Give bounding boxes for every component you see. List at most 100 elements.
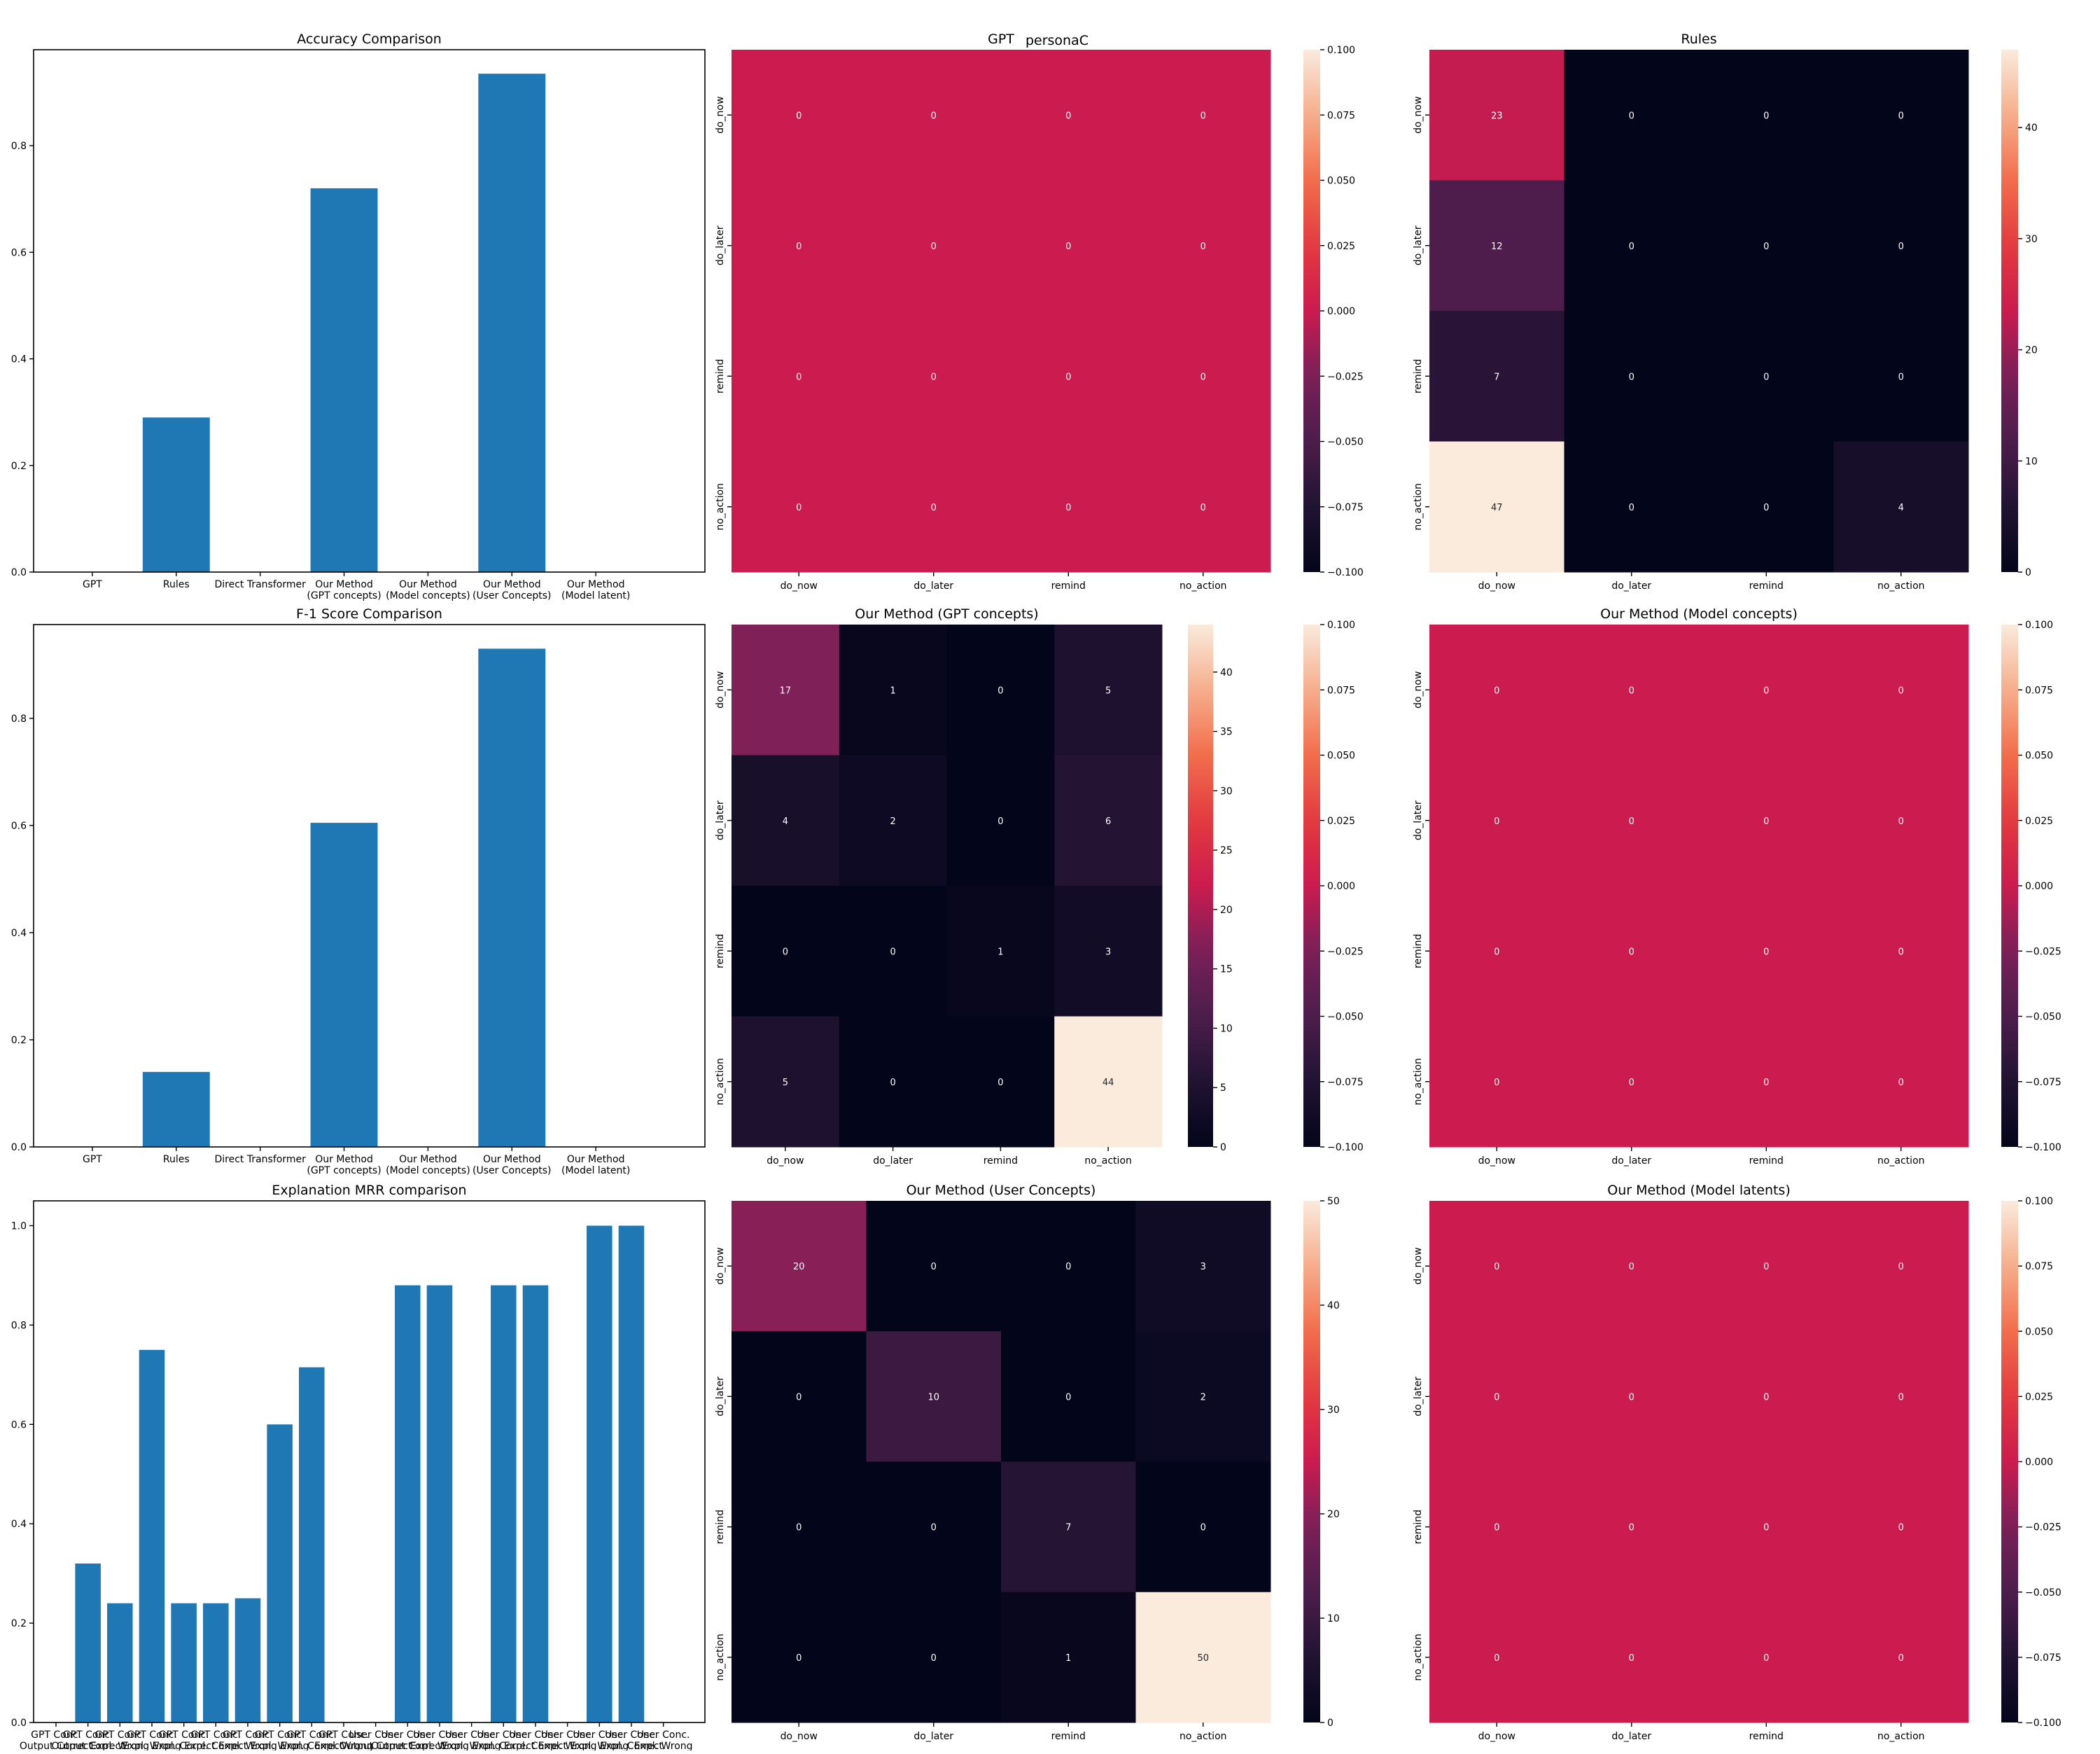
heatmap-cell [1429, 50, 1564, 181]
heatmap-cell [839, 755, 947, 886]
cell-value: 0 [890, 1078, 895, 1088]
x-tick-label: GPT [83, 579, 102, 590]
chart-acc: 0.0 0.2 0.4 0.6 0.8 GPT Rules Direct Transforme… [11, 32, 706, 601]
colorbar-tick-label: 0.100 [2025, 620, 2053, 631]
colorbar-tick-label: 0.000 [1327, 881, 1355, 892]
cell-value: 0 [997, 816, 1003, 827]
bar [75, 1563, 101, 1722]
y-tick-label: do_later [715, 225, 726, 265]
cell-value: 0 [1629, 1653, 1634, 1664]
x-tick-label: Our Method (Model concepts) [386, 579, 470, 601]
bar [107, 1603, 133, 1722]
heatmap-cell [732, 1201, 867, 1332]
bar [142, 417, 210, 572]
x-tick-label: do_now [1478, 580, 1516, 592]
x-tick-label: GPT Conc. Output Correct [20, 1729, 93, 1750]
cell-value: 0 [1629, 1523, 1634, 1533]
cell-value: 0 [1763, 1523, 1769, 1533]
heatmap-cell [1429, 1592, 1564, 1723]
x-tick-label: GPT Conc. Expl. Wrong [122, 1729, 181, 1750]
heatmap-cell [1054, 1016, 1163, 1148]
cell-value: 0 [1629, 372, 1634, 382]
y-tick-label: 0.0 [11, 567, 27, 578]
x-tick-label: User Conc. Expl. Correct [504, 1729, 567, 1750]
heatmap-cell [1564, 180, 1700, 312]
cell-value: 0 [796, 372, 802, 382]
x-tick-label: no_action [1084, 1155, 1132, 1167]
colorbar-tick-label: −0.025 [2025, 1522, 2062, 1533]
heatmap-cell [1001, 441, 1136, 573]
heatmap-cell [1699, 50, 1834, 181]
colorbar-tick-label: −0.075 [2025, 1077, 2062, 1088]
x-tick-label: do_later [913, 1731, 953, 1742]
cell-value: 7 [1494, 372, 1499, 382]
colorbar-tick-label: 0 [1327, 1718, 1334, 1729]
heatmap-cell [1564, 1201, 1700, 1332]
x-tick-label: GPT Conc. Expl. Wrong [218, 1729, 277, 1750]
cell-value: 23 [1491, 111, 1503, 121]
colorbar-tick-label: 0.100 [1327, 620, 1355, 631]
x-tick-label: GPT Conc. Expl. Wrong [90, 1729, 149, 1750]
heatmap-cell [866, 1201, 1002, 1332]
colorbar [1303, 625, 1320, 1147]
y-tick-label: 0.2 [11, 1618, 27, 1629]
y-tick-label: 0.6 [11, 1419, 27, 1431]
cell-value: 0 [1898, 1392, 1904, 1402]
axes-frame [33, 1200, 706, 1723]
bar [478, 74, 546, 572]
heatmap-cell [732, 886, 840, 1017]
cell-value: 0 [931, 372, 937, 382]
colorbar-tick-label: 0.100 [1327, 45, 1355, 56]
cell-value: 1 [997, 947, 1003, 957]
cell-value: 1 [890, 685, 895, 696]
cell-value: 0 [931, 1262, 937, 1272]
heatmap-cell [1001, 1331, 1136, 1462]
cell-value: 0 [1898, 372, 1904, 382]
colorbar-tick-label: 40 [1220, 667, 1233, 678]
y-tick-label: do_now [715, 1247, 726, 1284]
cell-value: 2 [1200, 1392, 1206, 1402]
heatmap-cell [732, 50, 867, 181]
x-tick-label: remind [1749, 1155, 1784, 1167]
colorbar [1303, 50, 1320, 572]
chart-title: Rules [1681, 32, 1716, 47]
cell-value: 0 [1065, 111, 1071, 121]
colorbar-tick-label: 0.000 [2025, 1457, 2053, 1468]
cell-value: 5 [783, 1078, 788, 1088]
bar [310, 823, 378, 1147]
x-tick-label: remind [1051, 1731, 1086, 1742]
heatmap-cell [732, 1592, 867, 1723]
bar [587, 1225, 612, 1722]
x-tick-label: User Conc. Expl. Wrong [538, 1729, 597, 1750]
cell-value: 1 [1065, 1653, 1071, 1664]
colorbar-tick-label: 40 [1327, 1300, 1340, 1311]
cell-value: 47 [1491, 503, 1503, 513]
cell-value: 0 [1494, 1523, 1499, 1533]
cell-value: 0 [1200, 111, 1206, 121]
bar [203, 1603, 229, 1722]
heatmap-cell [1699, 441, 1834, 573]
heatmap-cell [1564, 886, 1700, 1017]
heatmap-cell [1833, 1461, 1969, 1593]
heatmap-cell [1429, 1461, 1564, 1593]
heatmap-cell [1135, 1331, 1271, 1462]
y-tick-label: remind [1413, 1510, 1424, 1544]
heatmap-cell [1564, 441, 1700, 573]
colorbar-tick-label: 0.050 [1327, 751, 1355, 762]
heatmap-cell [1135, 311, 1271, 442]
axes-frame [33, 49, 706, 573]
colorbar [1303, 1201, 1320, 1722]
cell-value: 0 [931, 111, 937, 121]
colorbar-tick-label: −0.100 [2025, 1718, 2062, 1729]
colorbar-tick-label: −0.025 [1327, 946, 1364, 957]
cell-value: 2 [890, 816, 895, 827]
x-tick-label: do_later [1611, 1155, 1651, 1167]
heatmap-cell [1564, 625, 1700, 756]
chart-title: Our Method (Model concepts) [1600, 606, 1798, 622]
heatmap-cell [1429, 1201, 1564, 1332]
x-tick-label: do_later [873, 1155, 913, 1167]
heatmap-cell [1001, 311, 1136, 442]
cell-value: 4 [1898, 503, 1904, 513]
